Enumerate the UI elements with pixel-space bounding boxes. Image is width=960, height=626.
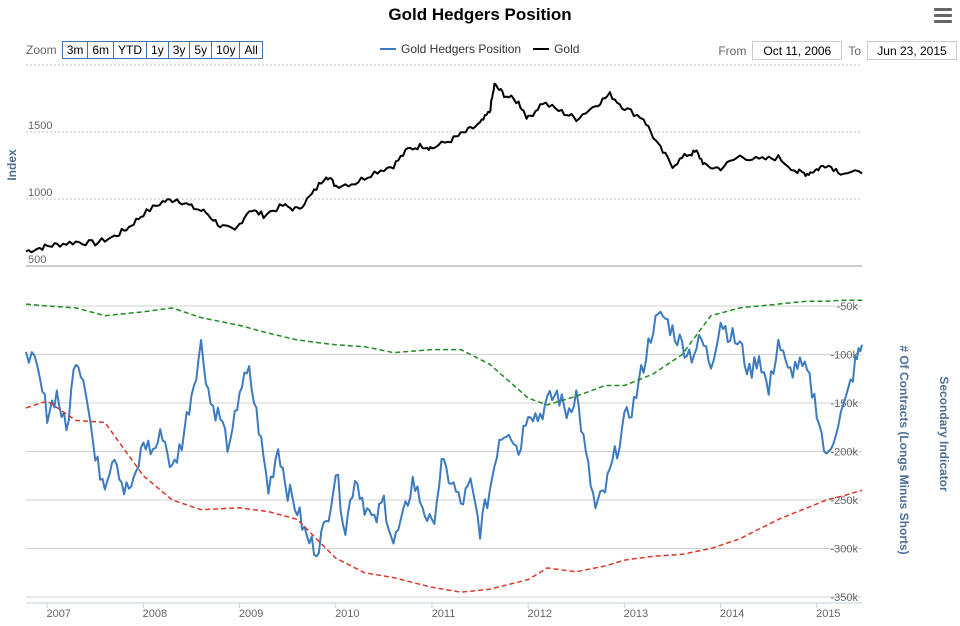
zoom-button-1y[interactable]: 1y (146, 41, 169, 59)
zoom-button-ytd[interactable]: YTD (113, 41, 148, 59)
bottom-y-tick-label: -150k (830, 398, 858, 410)
secondary-y-axis-title: Secondary Indicator (937, 376, 951, 492)
series-line-hedgers (25, 310, 863, 558)
bottom-y-tick-label: -300k (830, 544, 858, 556)
legend-swatch (380, 48, 396, 50)
zoom-button-3y[interactable]: 3y (167, 41, 191, 59)
series-line-lower-band (25, 400, 863, 593)
menu-bar (934, 14, 952, 17)
to-date-input[interactable] (867, 41, 957, 60)
zoom-button-all[interactable]: All (239, 41, 263, 59)
x-tick-label: 2013 (624, 608, 648, 620)
x-tick-label: 2015 (816, 608, 840, 620)
series-line-gold (25, 82, 863, 254)
top-y-tick-label: 500 (28, 254, 46, 266)
menu-bar (934, 20, 952, 23)
legend: Gold Hedgers Position Gold (380, 42, 591, 56)
zoom-selector: Zoom 3m 6m YTD 1y 3y 5y 10y All (26, 41, 263, 59)
x-tick-label: 2011 (432, 608, 456, 620)
legend-label: Gold Hedgers Position (401, 42, 522, 56)
legend-item-hedgers[interactable]: Gold Hedgers Position (380, 42, 521, 56)
bottom-y-tick-label: -200k (830, 447, 858, 459)
x-tick-label: 2010 (335, 608, 359, 620)
x-tick-label: 2008 (143, 608, 167, 620)
zoom-label: Zoom (26, 43, 57, 57)
bottom-y-tick-label: -100k (830, 350, 858, 362)
top-y-tick-label: 1500 (28, 120, 52, 132)
chart-title: Gold Hedgers Position (388, 5, 572, 24)
bottom-y-axis-title: # Of Contracts (Longs Minus Shorts) (897, 345, 911, 554)
zoom-button-10y[interactable]: 10y (211, 41, 241, 59)
zoom-button-3m[interactable]: 3m (61, 41, 89, 59)
legend-swatch (533, 48, 550, 50)
hamburger-menu-icon[interactable] (934, 8, 952, 24)
x-tick-label: 2007 (46, 608, 70, 620)
bottom-y-tick-label: -350k (830, 592, 858, 604)
x-tick-label: 2009 (239, 608, 263, 620)
x-tick-label: 2014 (720, 608, 744, 620)
top-y-axis-title: Index (5, 149, 19, 181)
legend-item-gold[interactable]: Gold (533, 42, 579, 56)
to-label: To (848, 43, 861, 58)
bottom-y-tick-label: -50k (837, 301, 859, 313)
legend-label: Gold (554, 42, 580, 56)
date-range: From To (712, 41, 957, 60)
menu-bar (934, 8, 952, 11)
top-y-tick-label: 1000 (28, 187, 52, 199)
from-date-input[interactable] (752, 41, 843, 60)
from-label: From (718, 43, 747, 58)
x-tick-label: 2012 (527, 608, 551, 620)
zoom-button-5y[interactable]: 5y (189, 41, 213, 59)
bottom-y-tick-label: -250k (830, 495, 858, 507)
series-line-upper-band (25, 299, 862, 406)
